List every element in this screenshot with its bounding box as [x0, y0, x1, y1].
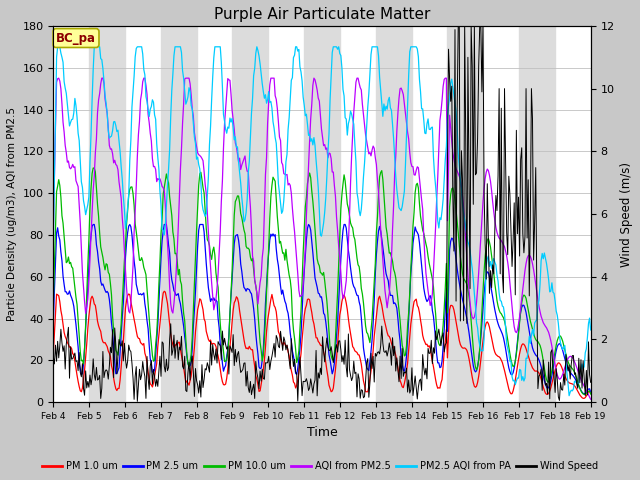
Bar: [232, 26, 268, 402]
Y-axis label: Wind Speed (m/s): Wind Speed (m/s): [620, 162, 633, 266]
Bar: [519, 26, 555, 402]
Y-axis label: Particle Density (ug/m3), AQI from PM2.5: Particle Density (ug/m3), AQI from PM2.5: [7, 107, 17, 321]
Text: BC_pa: BC_pa: [56, 32, 96, 45]
Bar: [89, 26, 125, 402]
Title: Purple Air Particulate Matter: Purple Air Particulate Matter: [214, 7, 430, 22]
Bar: [376, 26, 412, 402]
Bar: [161, 26, 196, 402]
X-axis label: Time: Time: [307, 426, 337, 440]
Bar: [447, 26, 483, 402]
Legend: PM 1.0 um, PM 2.5 um, PM 10.0 um, AQI from PM2.5, PM2.5 AQI from PA, Wind Speed: PM 1.0 um, PM 2.5 um, PM 10.0 um, AQI fr…: [38, 457, 602, 475]
Bar: [304, 26, 340, 402]
